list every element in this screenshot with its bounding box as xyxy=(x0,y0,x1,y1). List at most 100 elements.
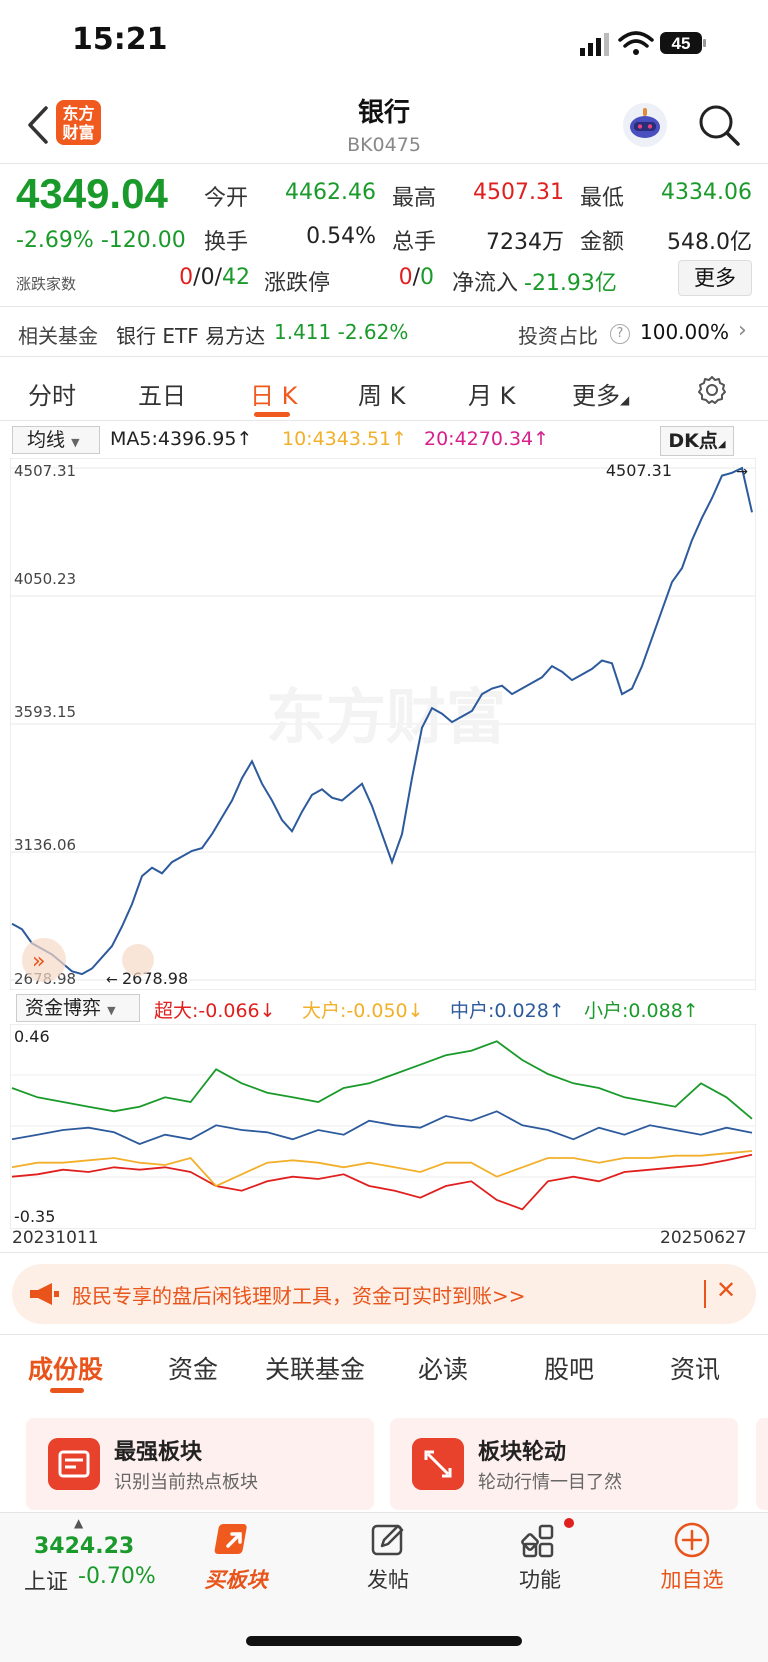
high-value: 4507.31 xyxy=(473,180,564,205)
promo-banner[interactable] xyxy=(12,1264,756,1324)
post-icon[interactable] xyxy=(368,1520,408,1560)
chevron-right-icon[interactable]: › xyxy=(738,318,747,343)
flow-mid: 中户:0.028↑ xyxy=(450,1000,565,1022)
banner-text[interactable]: 股民专享的盘后闲钱理财工具，资金可实时到账>> xyxy=(72,1284,526,1308)
caret-down-icon: ◢ xyxy=(717,439,726,450)
tab-more[interactable]: 更多◢ xyxy=(572,376,629,411)
y-tick-label: 4050.23 xyxy=(14,570,76,588)
tab-constituents[interactable]: 成份股 xyxy=(28,1355,104,1384)
turnover-value: 0.54% xyxy=(306,224,376,249)
dk-point-button[interactable]: DK点◢ xyxy=(660,426,734,456)
change-percent: -2.69% xyxy=(16,228,94,253)
netflow-value: -21.93亿 xyxy=(524,271,617,296)
low-value: 4334.06 xyxy=(661,180,752,205)
index-value[interactable]: 3424.23 xyxy=(34,1534,135,1559)
dk-point-label: DK点 xyxy=(668,430,718,452)
gear-icon[interactable] xyxy=(696,374,728,406)
banner-separator xyxy=(704,1280,706,1308)
tab-weekly-k[interactable]: 周 K xyxy=(358,382,406,410)
function-icon[interactable] xyxy=(520,1520,560,1560)
flow-series xyxy=(11,1040,753,1211)
card-title: 最强板块 xyxy=(114,1440,203,1465)
tab-capital[interactable]: 资金 xyxy=(168,1355,219,1384)
tab-five-day[interactable]: 五日 xyxy=(138,382,186,410)
up-count: 0 xyxy=(179,265,194,290)
arrow-right-icon: → xyxy=(736,464,748,480)
tab-monthly-k[interactable]: 月 K xyxy=(468,382,516,410)
card-sector-rotation[interactable]: 板块轮动 轮动行情一目了然 xyxy=(390,1418,738,1510)
limit-count: 0/0 xyxy=(398,265,434,290)
volume-label: 总手 xyxy=(392,230,437,255)
card-next-peek[interactable] xyxy=(756,1418,768,1510)
nav-function[interactable]: 功能 xyxy=(519,1568,561,1592)
tab-intraday[interactable]: 分时 xyxy=(28,382,76,410)
index-name[interactable]: 上证 xyxy=(24,1570,69,1595)
invest-ratio-label: 投资占比 xyxy=(518,324,598,348)
search-icon[interactable] xyxy=(696,102,742,148)
fund-divider xyxy=(0,356,768,357)
tab-forum[interactable]: 股吧 xyxy=(544,1355,595,1384)
current-price: 4349.04 xyxy=(16,170,168,217)
related-fund-name[interactable]: 银行 ETF 易方达 xyxy=(116,324,266,348)
robot-assistant-icon[interactable] xyxy=(620,100,670,150)
tab-must-read[interactable]: 必读 xyxy=(418,1355,469,1384)
open-label: 今开 xyxy=(204,186,249,211)
ma-select-label: 均线 xyxy=(27,429,66,451)
tab-related-funds[interactable]: 关联基金 xyxy=(265,1355,366,1384)
event-marker-icon[interactable] xyxy=(122,944,154,976)
amount-value: 548.0亿 xyxy=(667,230,752,255)
nav-buy-sector[interactable]: 买板块 xyxy=(204,1568,268,1592)
card-subtitle: 轮动行情一目了然 xyxy=(478,1472,622,1493)
close-icon[interactable]: ✕ xyxy=(716,1276,737,1304)
chart-grid xyxy=(10,467,756,981)
home-indicator[interactable] xyxy=(246,1636,522,1646)
date-start: 20231011 xyxy=(12,1228,99,1248)
battery-icon: 45 xyxy=(660,32,706,54)
flow-small: 小户:0.088↑ xyxy=(584,1000,699,1022)
buy-sector-icon[interactable] xyxy=(214,1520,254,1560)
add-watchlist-icon[interactable] xyxy=(672,1520,712,1560)
card-title: 板块轮动 xyxy=(478,1440,567,1465)
capital-flow-chart[interactable]: 0.46 -0.35 xyxy=(10,1024,756,1229)
notification-dot xyxy=(564,1518,574,1528)
back-button[interactable] xyxy=(18,100,58,150)
banner-divider xyxy=(0,1334,768,1335)
status-time: 15:21 xyxy=(72,22,168,57)
updown-count-label: 涨跌家数 xyxy=(16,275,77,293)
nav-post[interactable]: 发帖 xyxy=(367,1568,409,1592)
price-series xyxy=(11,466,753,976)
card-strongest-sector[interactable]: 最强板块 识别当前热点板块 xyxy=(26,1418,374,1510)
app-logo[interactable]: 东方财富 xyxy=(56,100,101,145)
signal-icon xyxy=(580,33,609,56)
flow-y-max: 0.46 xyxy=(14,1027,50,1046)
caret-down-icon: ◢ xyxy=(620,393,630,407)
down-count: 42 xyxy=(222,265,250,290)
tab-active-indicator xyxy=(254,412,290,417)
flow-grid xyxy=(10,1074,756,1178)
nav-add-watchlist[interactable]: 加自选 xyxy=(660,1568,724,1592)
flow-select[interactable]: 资金博弈 ▼ xyxy=(16,994,140,1022)
more-button[interactable]: 更多 xyxy=(678,260,752,296)
help-icon[interactable]: ? xyxy=(610,324,630,344)
quote-divider xyxy=(0,306,768,307)
kline-chart[interactable]: 东方财富 4507.31 4050.23 3593.15 3136.06 267… xyxy=(10,458,756,990)
limit-down-count: 0 xyxy=(420,265,434,290)
ma20-value: 20:4270.34↑ xyxy=(424,428,550,450)
tab-daily-k[interactable]: 日 K xyxy=(250,382,298,410)
flow-line-中户 xyxy=(11,1110,753,1145)
expand-up-icon[interactable]: ▲ xyxy=(74,1516,84,1530)
ma10-value: 10:4343.51↑ xyxy=(282,428,408,450)
volume-value: 7234万 xyxy=(486,230,564,255)
low-label: 最低 xyxy=(580,186,625,211)
open-value: 4462.46 xyxy=(285,180,376,205)
ma-select[interactable]: 均线 ▼ xyxy=(12,426,100,454)
tab-news[interactable]: 资讯 xyxy=(670,1355,721,1384)
expand-icon[interactable]: » xyxy=(22,938,66,982)
change-absolute: -120.00 xyxy=(100,228,186,253)
flow-select-label: 资金博弈 xyxy=(25,997,102,1019)
related-fund-value: 1.411 -2.62% xyxy=(274,320,409,344)
limit-label: 涨跌停 xyxy=(264,271,331,296)
flow-large: 大户:-0.050↓ xyxy=(302,1000,424,1022)
subtab-active-indicator xyxy=(50,1388,84,1393)
flow-line-大户 xyxy=(11,1150,753,1188)
